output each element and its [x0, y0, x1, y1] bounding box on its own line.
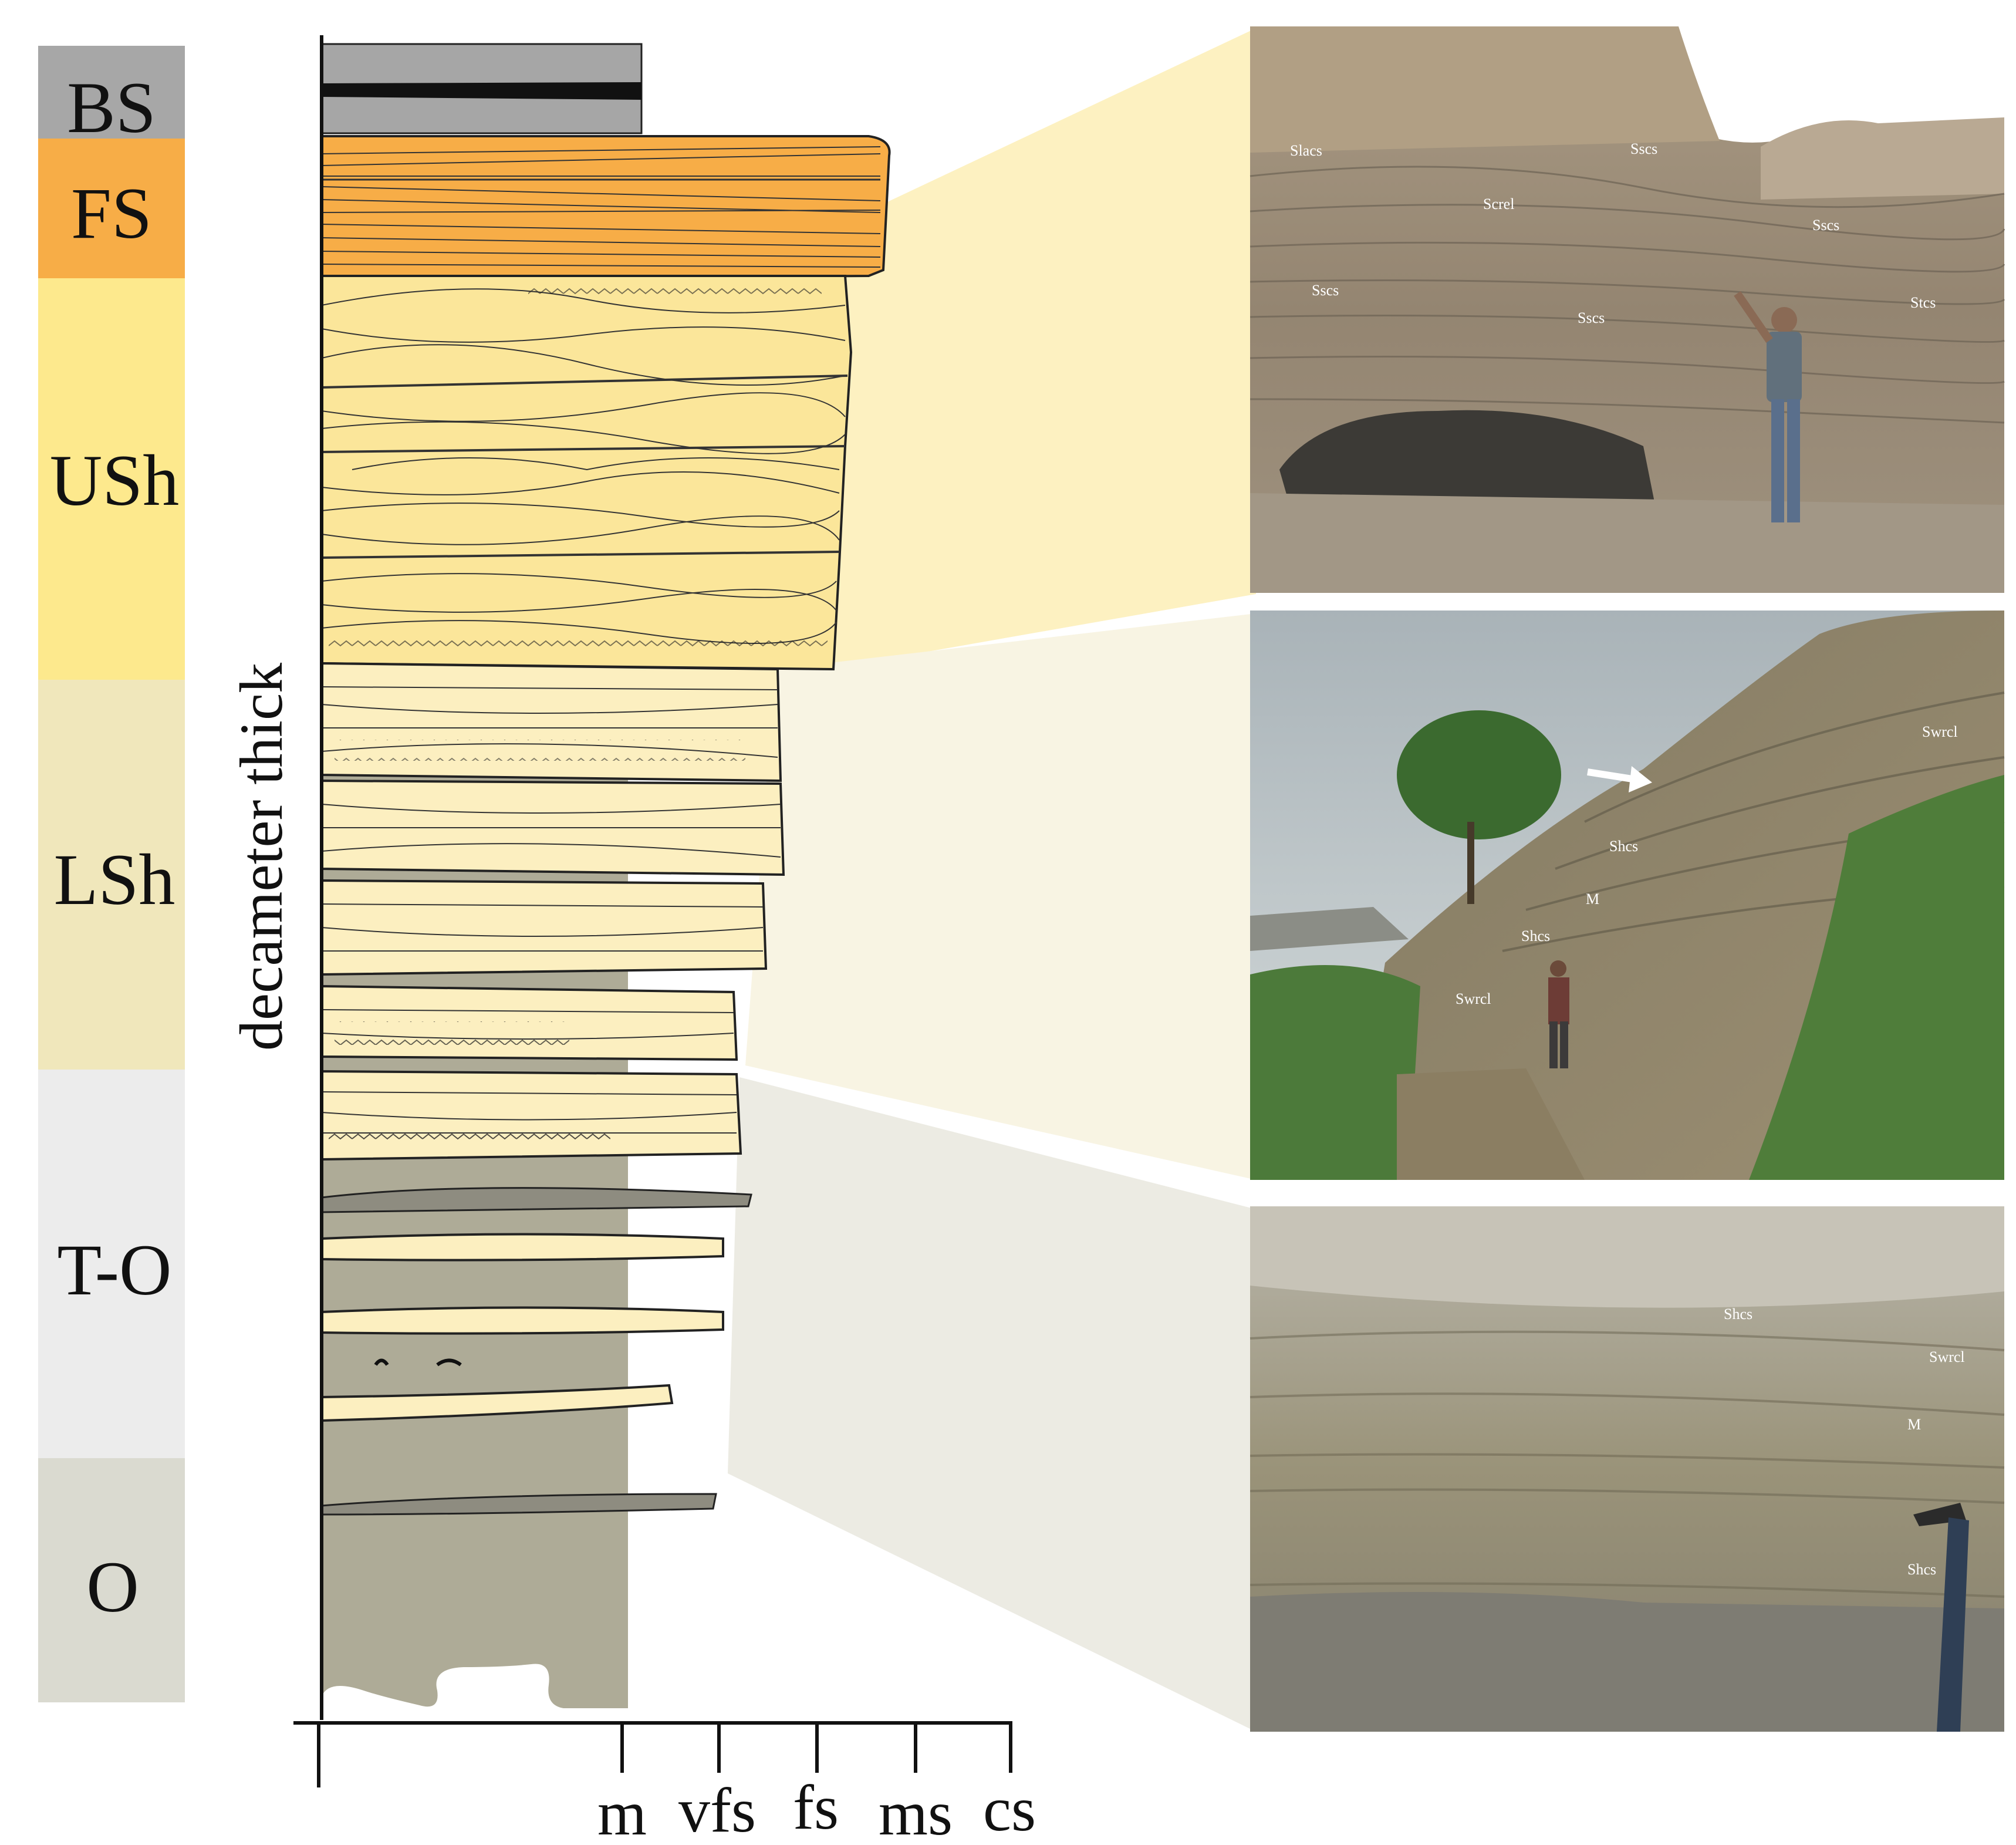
facies-label-o: O: [86, 1547, 139, 1627]
o-lens: [320, 1493, 717, 1516]
lsh-bed-3: [320, 879, 768, 976]
facies-column: BS FS USh LSh T-O O: [38, 46, 185, 1702]
facies-label-to: T-O: [57, 1230, 171, 1310]
photo3-label-shcs-1: Shcs: [1724, 1306, 1752, 1323]
grain-label-fs: fs: [793, 1773, 839, 1843]
hammer-figure: [1913, 1503, 1969, 1732]
photo2-label-swrcl-1: Swrcl: [1922, 723, 1958, 740]
lsh-bed-1: [320, 662, 782, 782]
facies-lsh-box: [38, 680, 185, 1070]
grain-size-labels: m vfs fs ms cs: [597, 1773, 1036, 1845]
facies-label-bs: BS: [67, 68, 156, 148]
photo2-label-shcs-2: Shcs: [1521, 927, 1550, 945]
to-bed-4: [320, 1384, 674, 1422]
facies-bs-box: [38, 46, 185, 139]
facies-fs-box: [38, 139, 185, 278]
connector-offshore: [728, 1077, 1256, 1732]
photo2-label-m: M: [1586, 891, 1599, 908]
to-lens-1: [320, 1187, 752, 1213]
facies-label-ush: USh: [50, 440, 180, 521]
transition-offshore-photo: Shcs Swrcl M Shcs: [1250, 1206, 2005, 1732]
photo1-label-sscs-3: Sscs: [1312, 282, 1339, 299]
facies-o-box: [38, 1458, 185, 1702]
photo2-label-swrcl-2: Swrcl: [1456, 990, 1491, 1007]
connector-lower: [745, 613, 1256, 1180]
photo1-label-stcs: Stcs: [1910, 294, 1936, 311]
hiker-figure: [1548, 960, 1569, 1068]
facies-ush-box: [38, 278, 185, 680]
photo2-label-shcs-1: Shcs: [1609, 838, 1638, 855]
photo1-label-sscs-4: Sscs: [1578, 309, 1605, 326]
upper-shoreface-photo: Slacs Sscs Screl Sscs Sscs Sscs Stcs: [1250, 26, 2005, 593]
grain-label-cs: cs: [983, 1775, 1036, 1844]
tree: [1397, 710, 1561, 839]
vertical-thickness-label: decameter thick: [228, 663, 295, 1051]
grain-label-ms: ms: [879, 1779, 953, 1845]
to-bed-3: [320, 1306, 724, 1335]
facies-label-fs: FS: [71, 173, 152, 254]
stratigraphic-log: [320, 43, 891, 1708]
photo1-label-slacs: Slacs: [1290, 142, 1322, 159]
fs-bed: [320, 135, 891, 281]
facies-label-lsh: LSh: [54, 839, 175, 920]
grain-label-vfs: vfs: [678, 1776, 756, 1845]
connector-upper: [828, 28, 1256, 669]
photo3-label-swrcl: Swrcl: [1929, 1348, 1965, 1365]
log-axes: [293, 35, 1012, 1787]
facies-to-box: [38, 1070, 185, 1458]
photo1-label-sscs-1: Sscs: [1630, 140, 1657, 157]
person-figure: [1734, 291, 1802, 522]
black-shale-band: [322, 82, 641, 100]
photo3-label-shcs-2: Shcs: [1907, 1561, 1936, 1578]
to-bed-2: [320, 1233, 724, 1262]
photo-connectors: [728, 28, 1256, 1732]
lower-shoreface-photo: Swrcl Shcs M Shcs Swrcl: [1250, 610, 2005, 1180]
photo1-label-screl: Screl: [1483, 195, 1514, 213]
photo3-label-m: M: [1907, 1416, 1921, 1433]
grain-label-m: m: [597, 1779, 647, 1845]
photo1-label-sscs-2: Sscs: [1812, 217, 1839, 234]
